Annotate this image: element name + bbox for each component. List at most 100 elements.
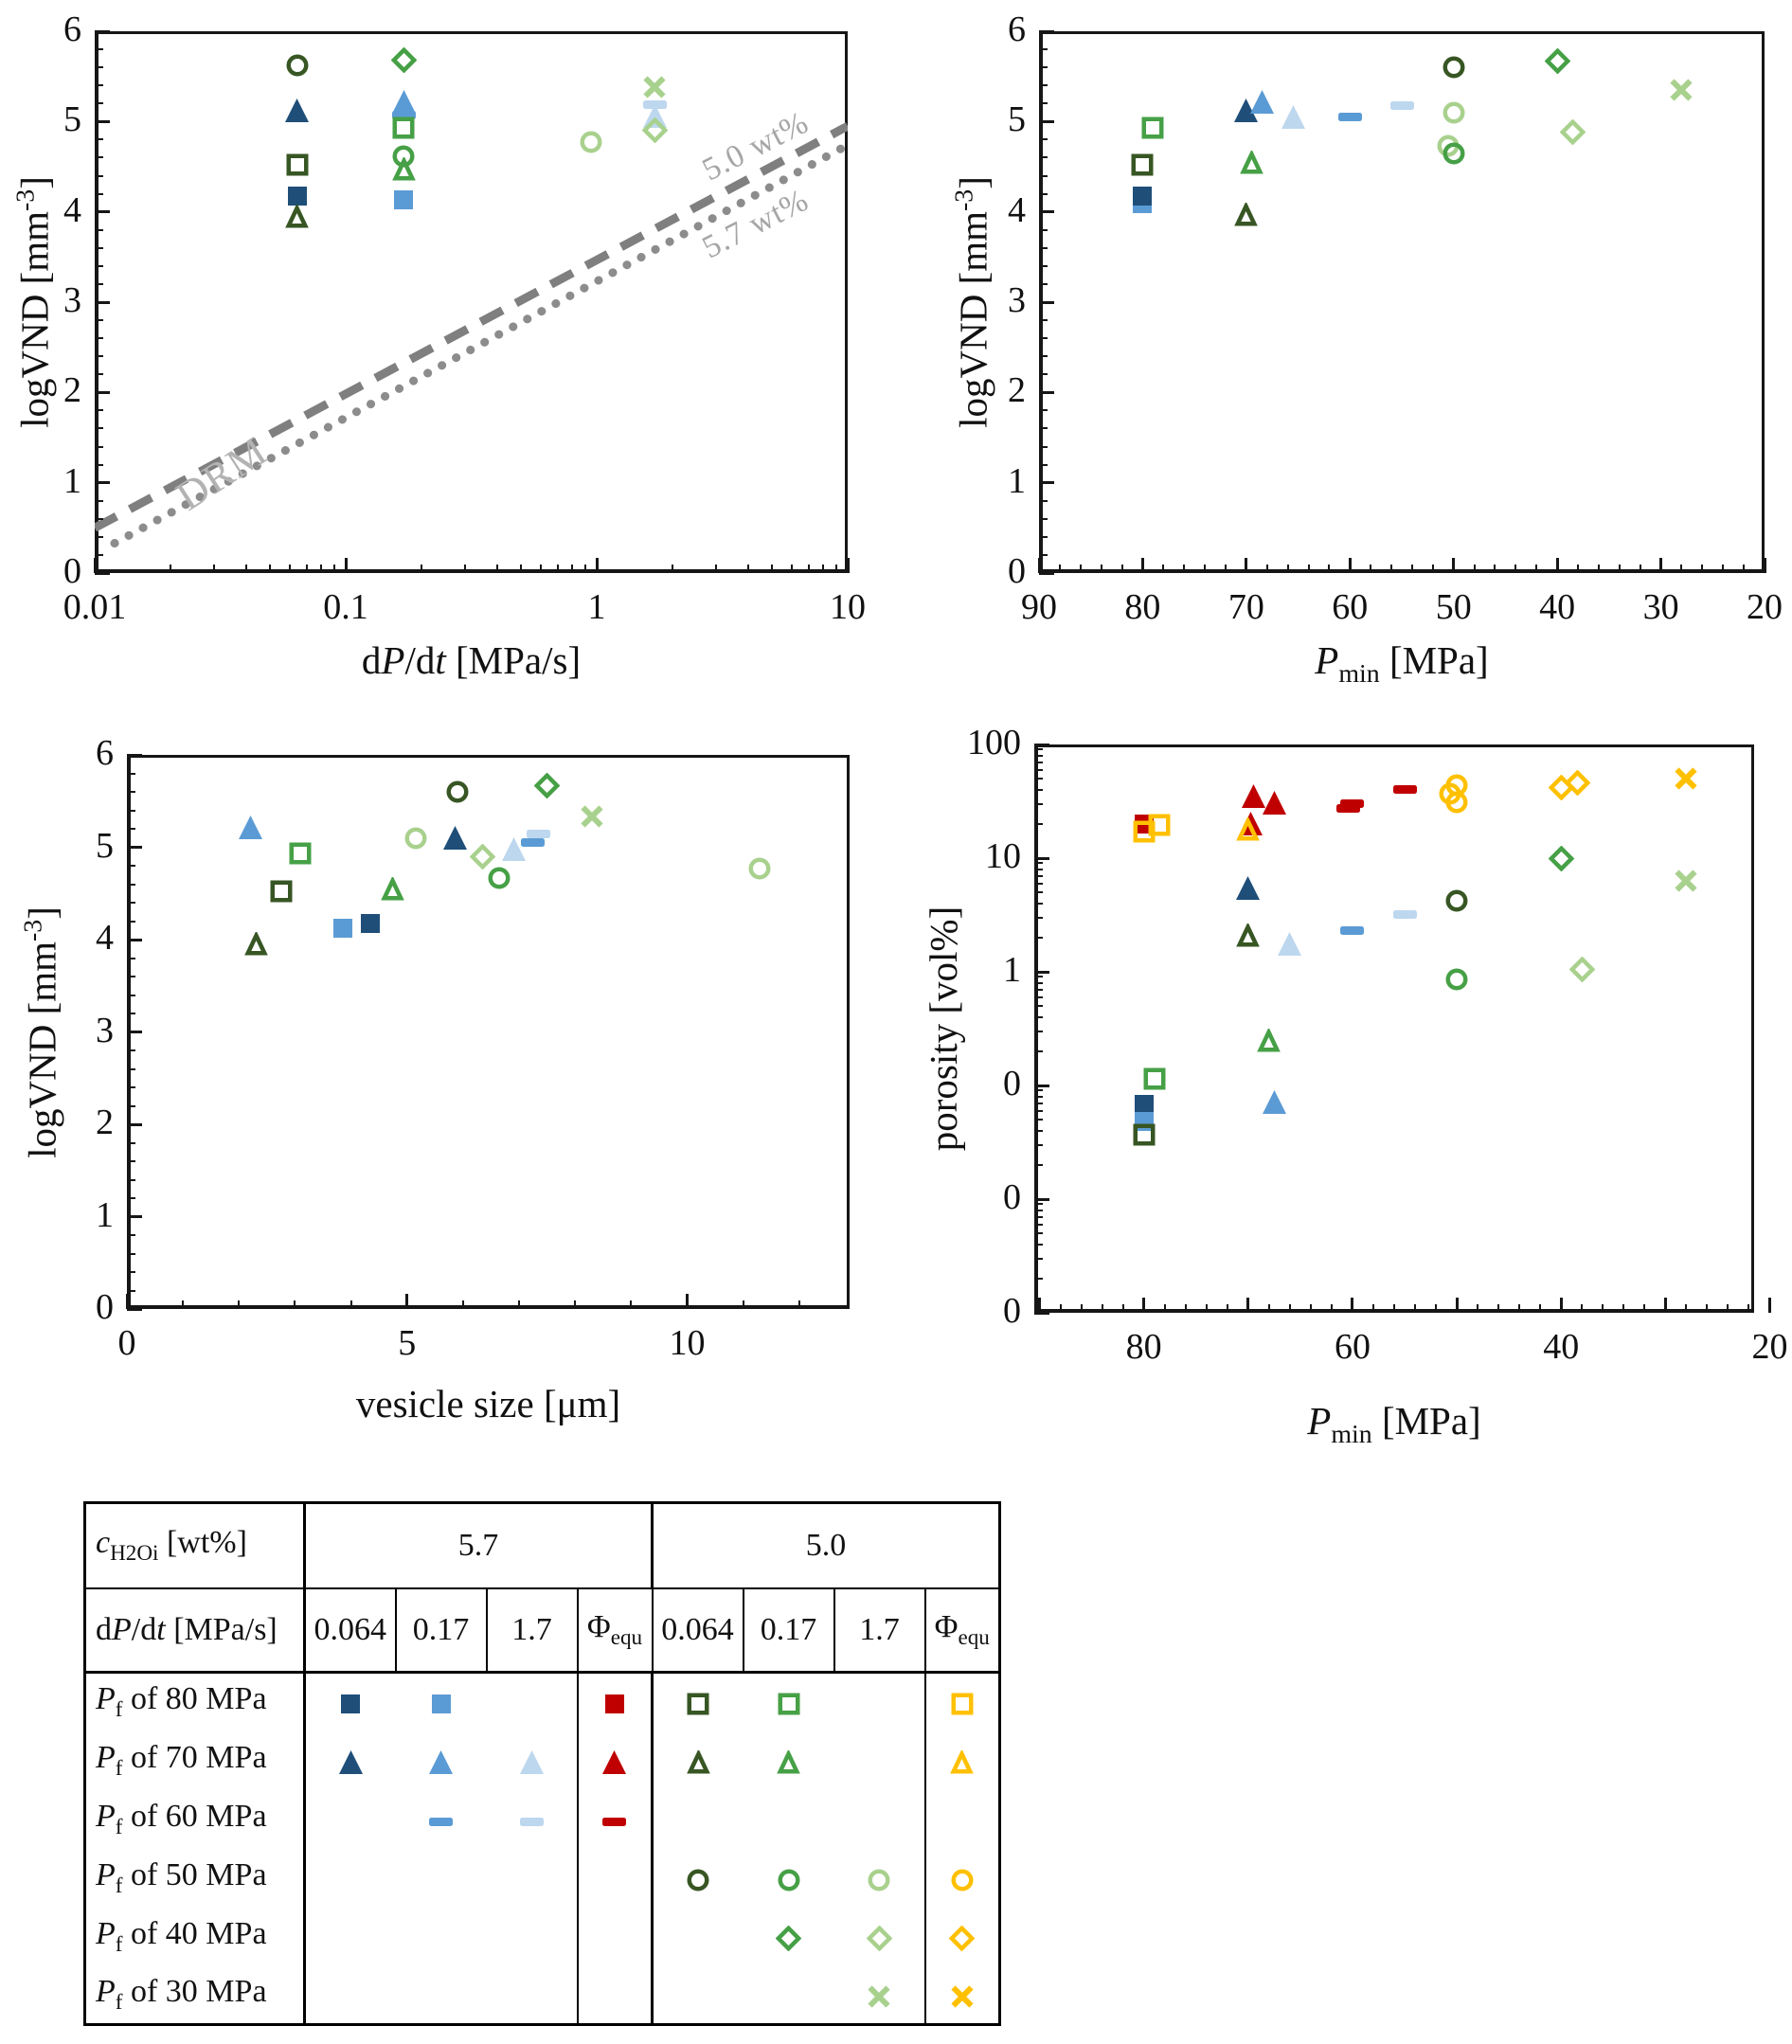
marker-dash (1389, 100, 1414, 110)
marker-triangle (1236, 875, 1261, 900)
legend-cell (744, 1908, 834, 1966)
y-tick (127, 976, 135, 977)
x-tick-label: 40 (1539, 587, 1576, 627)
y-tick (1039, 228, 1048, 231)
marker-open-triangle (1236, 816, 1261, 841)
y-tick-label: 5 (96, 825, 114, 866)
marker-dash (1337, 113, 1362, 122)
legend-row: Pf of 40 MPa (84, 1907, 1000, 1966)
x-axis-title: dP/dt [MPa/s] (361, 638, 582, 682)
y-axis-title: logVND [mm-3] (949, 176, 995, 428)
y-tick (95, 481, 110, 485)
y-tick (127, 1122, 142, 1126)
x-tick (1618, 565, 1621, 573)
marker-open-triangle (285, 204, 309, 228)
legend-cell (576, 1848, 654, 1908)
x-tick (1348, 558, 1352, 573)
y-tick (1034, 761, 1043, 763)
x-tick (332, 565, 335, 573)
y-tick-label: 1 (96, 1194, 114, 1235)
marker-x (950, 1984, 975, 2009)
marker-open-diamond (775, 1925, 802, 1952)
legend-cell (487, 1673, 578, 1731)
legend-row: Pf of 60 MPa (84, 1789, 1000, 1849)
x-tick (1555, 558, 1559, 573)
y-tick (1034, 748, 1043, 751)
legend-cell (576, 1730, 654, 1790)
y-tick (1034, 856, 1049, 860)
x-tick-label: 0.1 (323, 587, 368, 627)
y-tick (127, 1013, 135, 1014)
x-tick (1622, 1304, 1625, 1313)
marker-open-diamond (866, 1925, 892, 1952)
x-tick (746, 565, 749, 573)
x-tick (1058, 565, 1061, 573)
group-5-0: 5.0 (652, 1502, 1000, 1589)
y-tick (95, 553, 103, 556)
marker-triangle (285, 99, 310, 123)
chart-vnd-vs-decompression-rate: 0.01 0.1 1 10 0 1 2 3 4 5 6 dP/dt [MPa/s] logVND [mm… (11, 9, 866, 682)
y-tick (1039, 156, 1048, 159)
x-tick (1494, 565, 1496, 573)
y-tick (1039, 48, 1048, 51)
y-tick (127, 809, 135, 812)
plot-area (127, 755, 850, 1309)
y-tick-label: 3 (96, 1010, 114, 1050)
legend-cell (396, 1790, 487, 1849)
marker-x (580, 804, 604, 829)
x-tick (1514, 565, 1517, 573)
x-tick (540, 565, 543, 573)
y-tick (95, 29, 110, 33)
marker-open-circle (446, 780, 469, 803)
x-tick-label: 80 (1125, 1327, 1162, 1367)
y-tick (95, 463, 103, 466)
x-tick (320, 565, 323, 573)
legend-cell (305, 1908, 396, 1966)
y-tick (95, 517, 103, 520)
x-tick (269, 565, 272, 573)
x-axis-title: Pmin [MPa] (1315, 638, 1489, 690)
y-tick-label: 0 (63, 551, 81, 592)
marker-square (332, 919, 352, 939)
y-tick (127, 1067, 135, 1070)
y-tick (95, 571, 110, 575)
marker-open-square (951, 1693, 974, 1715)
y-tick (1034, 874, 1043, 877)
y-tick (1034, 916, 1043, 919)
x-tick-label: 50 (1435, 587, 1472, 627)
marker-open-circle (687, 1869, 709, 1892)
y-tick (127, 828, 135, 830)
y-tick-label: 100 (967, 723, 1021, 763)
marker-triangle (442, 826, 467, 851)
marker-open-circle (778, 1869, 800, 1892)
x-tick (1680, 565, 1683, 573)
y-tick (127, 1086, 135, 1088)
y-tick (1039, 282, 1048, 285)
x-tick (1473, 565, 1476, 573)
marker-open-circle (1443, 101, 1465, 124)
x-tick-label: 0.01 (63, 587, 127, 627)
marker-triangle (1249, 89, 1274, 114)
y-tick (1034, 1049, 1043, 1052)
legend-cell (653, 1731, 744, 1790)
y-tick-label: 5 (1008, 99, 1026, 140)
x-tick (1452, 558, 1456, 573)
y-tick (127, 1031, 142, 1033)
y-tick (95, 84, 103, 87)
legend-cell (923, 1965, 1000, 2025)
x-tick (807, 565, 810, 573)
legend-cell (653, 1908, 744, 1966)
y-tick (1039, 319, 1048, 322)
y-tick (127, 883, 135, 886)
x-tick (464, 565, 467, 573)
marker-dash (527, 830, 551, 839)
chart-vnd-vs-pmin: 90 80 70 60 50 40 30 20 0 1 2 3 4 5 6 Pmin [MPa] logVND … (950, 9, 1783, 689)
y-tick (1039, 84, 1048, 87)
marker-x (867, 1984, 891, 2009)
marker-open-diamond (390, 47, 417, 73)
y-tick (1034, 882, 1043, 885)
y-tick (1034, 970, 1049, 974)
marker-open-circle (868, 1869, 890, 1892)
legend-cell (923, 1672, 1000, 1731)
y-tick-label: 1 (1003, 950, 1021, 991)
